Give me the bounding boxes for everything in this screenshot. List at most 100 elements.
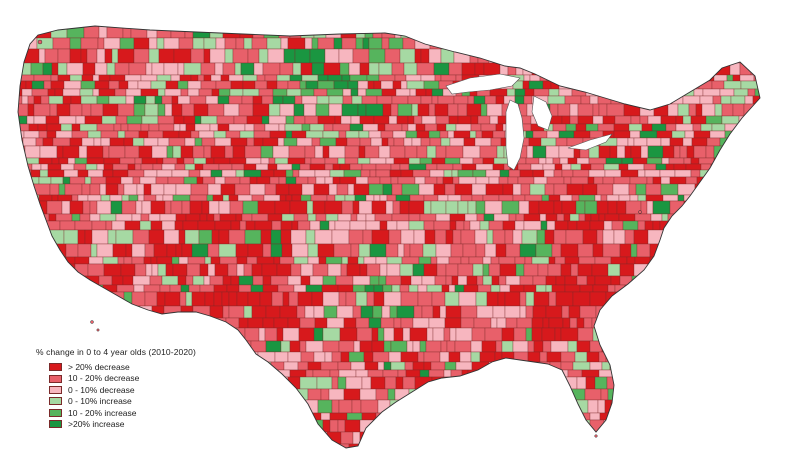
county — [98, 88, 116, 97]
county — [426, 327, 434, 342]
county — [428, 455, 438, 461]
island — [90, 320, 94, 324]
county — [360, 26, 370, 27]
county — [264, 123, 280, 132]
county — [463, 376, 473, 390]
county — [560, 243, 579, 258]
county — [460, 229, 476, 245]
county — [159, 213, 177, 222]
county — [148, 229, 165, 245]
county — [513, 369, 521, 378]
county — [183, 157, 195, 165]
county — [651, 88, 668, 97]
county — [266, 37, 282, 50]
county — [10, 370, 16, 377]
county — [576, 157, 590, 165]
county — [289, 200, 308, 215]
county — [337, 284, 354, 293]
county — [428, 103, 436, 117]
county — [625, 80, 635, 90]
county — [611, 412, 626, 421]
county — [315, 176, 326, 185]
county — [567, 220, 578, 231]
county — [242, 80, 256, 90]
county — [750, 455, 764, 461]
county — [254, 220, 273, 231]
county — [287, 37, 306, 50]
county — [552, 455, 564, 461]
county — [519, 243, 537, 258]
county — [445, 123, 457, 132]
county — [386, 194, 397, 202]
county — [514, 88, 526, 97]
county — [260, 157, 270, 165]
county — [341, 37, 357, 50]
county — [463, 26, 479, 39]
county — [756, 291, 760, 307]
county — [436, 256, 450, 265]
county — [18, 183, 20, 196]
county — [418, 26, 430, 27]
county — [690, 169, 701, 178]
county — [519, 443, 535, 448]
county — [609, 37, 628, 50]
county — [538, 412, 546, 421]
county — [87, 169, 104, 178]
county — [177, 275, 187, 286]
county — [111, 48, 119, 64]
county — [18, 123, 20, 132]
county — [407, 123, 417, 132]
county — [132, 275, 151, 286]
county — [626, 419, 639, 433]
county — [571, 443, 584, 448]
county — [545, 157, 554, 165]
county — [173, 48, 192, 64]
county — [143, 194, 157, 202]
county — [707, 443, 715, 448]
county — [542, 80, 552, 90]
legend-item: 10 - 20% increase — [36, 407, 266, 418]
county — [460, 256, 470, 265]
county — [20, 194, 34, 202]
county — [333, 243, 352, 258]
county — [384, 123, 403, 132]
county — [33, 115, 47, 125]
county — [269, 130, 287, 139]
county — [43, 431, 60, 445]
county — [632, 157, 648, 165]
county — [336, 183, 349, 196]
county — [598, 103, 608, 117]
county — [195, 431, 209, 445]
county — [700, 183, 713, 196]
county — [620, 419, 628, 433]
county — [589, 412, 601, 421]
county — [221, 291, 230, 307]
county — [70, 95, 82, 105]
county — [619, 275, 633, 286]
county — [629, 130, 641, 139]
county — [131, 455, 146, 461]
county — [337, 376, 347, 390]
county — [514, 455, 531, 461]
county — [661, 412, 680, 421]
county — [81, 317, 93, 329]
county — [710, 163, 725, 171]
county — [172, 194, 191, 202]
county — [627, 48, 645, 64]
county — [442, 176, 454, 185]
county — [580, 163, 592, 171]
county — [404, 26, 420, 27]
county — [341, 256, 349, 265]
county — [392, 200, 401, 215]
county — [422, 419, 437, 433]
county — [163, 37, 180, 50]
county — [502, 220, 516, 231]
county — [571, 194, 580, 202]
county — [580, 26, 597, 39]
county — [517, 376, 536, 390]
county — [690, 115, 707, 125]
county — [711, 123, 726, 132]
county — [403, 62, 418, 76]
county — [198, 327, 215, 342]
